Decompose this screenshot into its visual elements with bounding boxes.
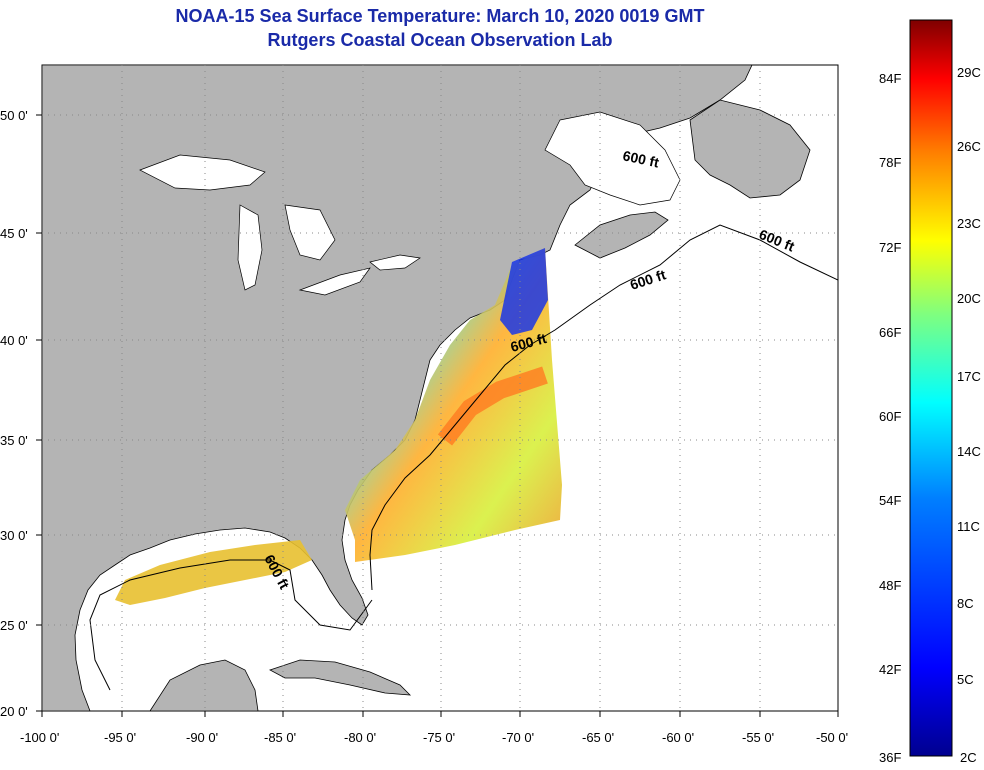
graticule — [42, 65, 838, 711]
colorbar-f-label: 84F — [879, 71, 901, 86]
x-tick-label: -90 0' — [186, 730, 218, 745]
x-tick-label: -95 0' — [104, 730, 136, 745]
lake-michigan — [237, 204, 263, 291]
x-axis — [41, 711, 839, 717]
colorbar-c-label: 23C — [957, 216, 981, 231]
x-tick-label: -100 0' — [20, 730, 59, 745]
north-america-land — [42, 65, 753, 711]
colorbar-c-label: 11C — [957, 519, 980, 534]
colorbar-c-label: 14C — [957, 444, 981, 459]
x-tick-label: -55 0' — [742, 730, 774, 745]
y-tick-label: 25 0' — [0, 618, 28, 633]
colorbar-c-label: 29C — [957, 65, 981, 80]
colorbar-c-label: 5C — [957, 672, 974, 687]
nova-scotia-land — [574, 211, 669, 259]
sst-gulf-swath — [115, 540, 312, 605]
y-tick-label: 40 0' — [0, 333, 28, 348]
map-title: NOAA-15 Sea Surface Temperature: March 1… — [175, 6, 705, 26]
colorbar — [909, 19, 953, 757]
newfoundland-land — [689, 99, 811, 199]
colorbar-f-label: 72F — [879, 240, 901, 255]
cuba-land — [268, 659, 412, 696]
x-tick-label: -70 0' — [502, 730, 534, 745]
isobath-600ft — [369, 224, 838, 591]
contour-label: 600 ft — [621, 147, 660, 170]
isobath-gulf — [89, 559, 373, 691]
lake-erie — [298, 267, 371, 296]
lake-huron — [284, 204, 336, 261]
x-tick-label: -75 0' — [423, 730, 455, 745]
y-tick-label: 45 0' — [0, 226, 28, 241]
colorbar-c-label: 20C — [957, 291, 981, 306]
colorbar-f-label: 36F — [879, 750, 901, 765]
x-tick-label: -60 0' — [662, 730, 694, 745]
y-tick-label: 30 0' — [0, 528, 28, 543]
colorbar-c-label: 26C — [957, 139, 981, 154]
yucatan-land — [149, 659, 259, 711]
colorbar-c-label: 17C — [957, 369, 981, 384]
map-content — [42, 65, 838, 711]
y-tick-label: 50 0' — [0, 108, 28, 123]
colorbar-f-label: 60F — [879, 409, 901, 424]
colorbar-c-label: 8C — [957, 596, 974, 611]
colorbar-f-label: 54F — [879, 493, 901, 508]
colorbar-f-label: 78F — [879, 155, 901, 170]
colorbar-f-label: 66F — [879, 325, 901, 340]
gulf-stream-band — [437, 366, 548, 446]
colorbar-f-label: 48F — [879, 578, 901, 593]
colorbar-c-label: 2C — [960, 750, 977, 765]
x-tick-label: -80 0' — [344, 730, 376, 745]
x-tick-label: -50 0' — [816, 730, 848, 745]
colorbar-f-label: 42F — [879, 662, 901, 677]
lake-ontario — [369, 254, 421, 271]
x-tick-label: -65 0' — [582, 730, 614, 745]
gulf-of-st-lawrence — [544, 111, 681, 206]
y-axis — [36, 114, 42, 712]
map-subtitle: Rutgers Coastal Ocean Observation Lab — [267, 30, 613, 50]
x-tick-label: -85 0' — [264, 730, 296, 745]
y-tick-label: 20 0' — [0, 704, 28, 719]
y-tick-label: 35 0' — [0, 433, 28, 448]
lake-superior — [139, 154, 266, 191]
cold-coastal-water — [500, 248, 548, 335]
